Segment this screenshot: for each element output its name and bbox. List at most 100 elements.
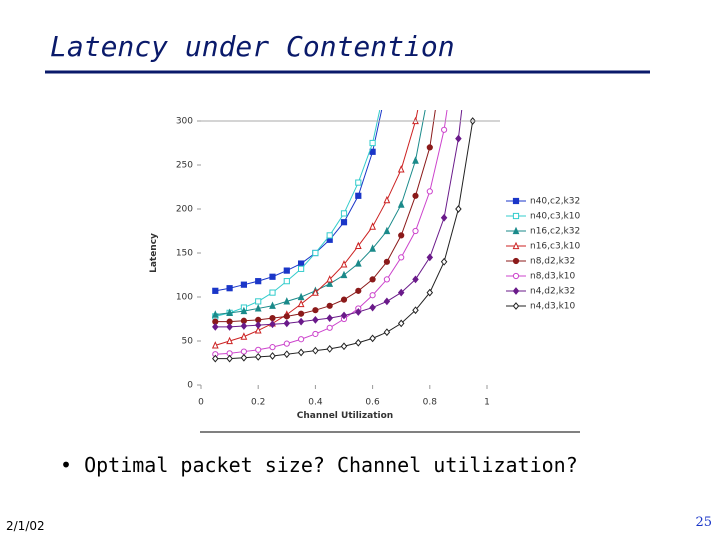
data-point <box>426 288 434 297</box>
data-point <box>383 276 390 283</box>
data-point <box>355 192 362 199</box>
data-point <box>297 299 305 308</box>
data-point <box>340 342 348 351</box>
data-point <box>369 303 376 312</box>
data-point <box>240 332 248 340</box>
y-axis-label: Latency <box>149 233 159 273</box>
data-point <box>369 244 376 252</box>
x-tick-label: 0 <box>198 398 204 408</box>
data-point <box>283 297 291 305</box>
data-point <box>398 232 405 239</box>
data-point <box>226 354 233 363</box>
data-point <box>384 83 389 88</box>
x-tick-label: 0.4 <box>308 398 323 408</box>
data-point <box>298 265 305 272</box>
data-point <box>240 353 248 362</box>
data-point <box>340 219 348 226</box>
data-point <box>355 179 362 186</box>
data-point <box>355 287 362 294</box>
y-tick-label: 150 <box>176 249 193 259</box>
legend-label: n16,c2,k32 <box>530 227 580 237</box>
data-point <box>226 308 233 316</box>
data-point <box>269 352 276 360</box>
data-point <box>312 249 319 257</box>
data-point <box>212 323 219 331</box>
data-point <box>240 322 248 330</box>
y-tick-label: 100 <box>176 293 193 303</box>
data-point <box>283 350 291 359</box>
data-point <box>340 210 348 217</box>
data-point <box>369 334 376 343</box>
data-point <box>440 213 448 222</box>
data-point <box>412 156 419 164</box>
series-line <box>215 110 426 316</box>
data-point <box>397 319 405 328</box>
data-point <box>283 278 290 285</box>
data-point <box>312 307 319 314</box>
data-point <box>297 317 305 326</box>
x-tick-label: 1 <box>484 398 490 408</box>
data-point <box>384 74 389 79</box>
data-point <box>398 254 405 261</box>
data-point <box>283 340 290 347</box>
data-point <box>340 260 348 268</box>
data-point <box>297 292 305 301</box>
legend-swatch <box>512 212 520 220</box>
data-point <box>211 341 219 349</box>
data-point <box>254 321 262 330</box>
data-point <box>383 328 391 337</box>
data-point <box>354 241 362 250</box>
data-point <box>426 144 433 151</box>
data-point <box>326 345 333 353</box>
data-point <box>383 258 390 265</box>
data-point <box>298 336 305 343</box>
data-point <box>226 285 233 292</box>
data-point <box>397 200 405 208</box>
data-point <box>254 304 262 312</box>
data-point <box>269 320 276 329</box>
data-point <box>455 205 462 213</box>
date: 2/1/02 <box>6 519 45 533</box>
y-tick-label: 250 <box>176 161 193 171</box>
x-tick-label: 0.2 <box>251 398 265 408</box>
data-point <box>269 344 276 351</box>
legend-swatch <box>512 241 520 250</box>
data-point <box>412 306 419 315</box>
data-point <box>383 226 391 235</box>
data-point <box>383 297 391 306</box>
data-point <box>383 195 391 204</box>
data-point <box>369 292 376 299</box>
x-tick-label: 0.8 <box>423 398 438 408</box>
data-point <box>355 338 362 347</box>
data-point <box>255 298 262 305</box>
slide-title: Latency under Contention <box>50 30 455 63</box>
data-point <box>226 336 233 345</box>
data-point <box>212 354 219 363</box>
legend-label: n4,d2,k32 <box>530 287 575 297</box>
page-number: 25 <box>695 515 712 530</box>
x-tick-label: 0.6 <box>365 398 380 408</box>
legend-label: n16,c3,k10 <box>530 242 580 252</box>
data-point <box>412 227 419 235</box>
data-point <box>340 270 348 279</box>
data-point <box>240 281 248 288</box>
data-point <box>426 188 433 195</box>
data-point <box>254 326 262 334</box>
legend-swatch <box>512 226 520 235</box>
data-point <box>255 278 262 285</box>
legend-swatch <box>512 257 520 265</box>
data-point <box>455 134 462 143</box>
legend-swatch <box>512 272 520 280</box>
data-point <box>355 308 362 316</box>
data-point <box>369 148 376 155</box>
data-point <box>412 275 419 284</box>
plot-area <box>211 74 476 363</box>
data-point <box>269 315 276 322</box>
data-point <box>226 323 233 331</box>
data-point <box>211 310 219 318</box>
data-point <box>397 165 405 173</box>
data-point <box>397 288 405 297</box>
y-tick-label: 0 <box>187 381 193 391</box>
data-point <box>326 275 334 283</box>
